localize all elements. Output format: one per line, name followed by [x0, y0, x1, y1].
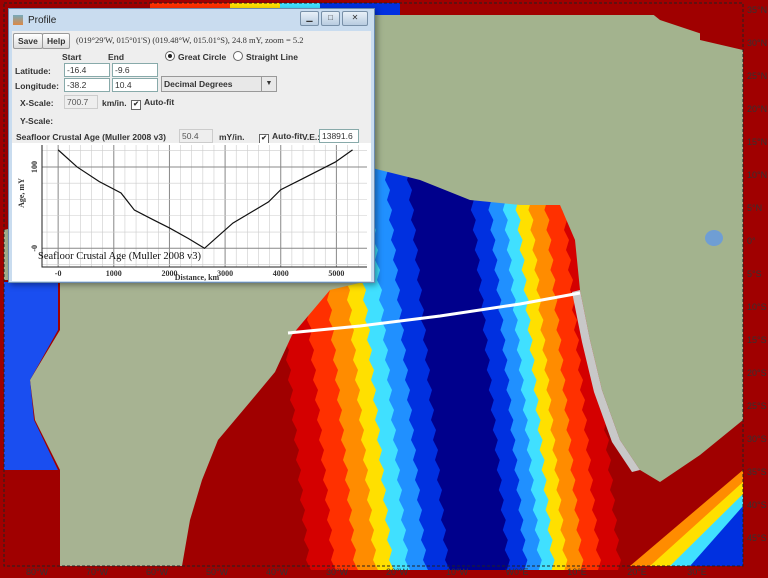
lat-label: 15°S: [747, 335, 767, 345]
lat-start-input[interactable]: -16.4: [64, 63, 110, 77]
lake-victoria: [705, 230, 723, 246]
lat-label: 40°S: [747, 500, 767, 510]
chart-title: Seafloor Crustal Age (Muller 2008 v3): [38, 251, 202, 262]
yscale-unit: mY/in.: [219, 132, 245, 142]
lat-label: 25°S: [747, 401, 767, 411]
end-label: End: [108, 52, 125, 62]
lat-label: 10°N: [747, 170, 768, 180]
lat-label: 5°N: [747, 203, 763, 213]
layer-name: Seafloor Crustal Age (Muller 2008 v3): [16, 132, 166, 142]
south-america-landmass: [4, 190, 372, 566]
lat-label: 0°: [747, 236, 756, 246]
lon-label: 10°W: [445, 567, 469, 577]
lat-label: 35°S: [747, 467, 767, 477]
lon-end-input[interactable]: 10.4: [112, 78, 158, 92]
lat-label: 30°N: [747, 38, 768, 48]
lat-label: 20°N: [747, 104, 768, 114]
lon-label: 30°W: [325, 567, 349, 577]
title-bar[interactable]: Profile ▁ □ ✕: [9, 9, 374, 31]
x-tick-label: 3000: [217, 269, 233, 278]
lat-label: 5°S: [747, 269, 762, 279]
lon-label: 70°W: [85, 567, 109, 577]
profile-series-line: [57, 149, 353, 250]
great-circle-radio[interactable]: Great Circle: [165, 51, 226, 62]
profile-line[interactable]: [287, 291, 581, 335]
y-tick-label: 100: [30, 161, 39, 173]
xscale-label: X-Scale:: [20, 98, 54, 108]
lat-label: 15°N: [747, 137, 768, 147]
lat-label: 10°S: [747, 302, 767, 312]
x-tick-label: 5000: [328, 269, 344, 278]
close-button[interactable]: ✕: [342, 11, 368, 26]
save-button[interactable]: Save: [13, 33, 43, 49]
lat-label: 35°N: [747, 5, 768, 15]
lat-label: 45°S: [747, 533, 767, 543]
window-title: Profile: [28, 14, 57, 26]
profile-chart[interactable]: Seafloor Crustal Age (Muller 2008 v3) Di…: [12, 143, 371, 281]
app-icon: [13, 15, 23, 25]
longitude-label: Longitude:: [15, 81, 59, 91]
y-axis-label: Age, mY: [17, 178, 26, 208]
checkmark-icon: ✔: [131, 100, 141, 110]
chevron-down-icon: ▼: [261, 77, 276, 91]
straight-line-radio[interactable]: Straight Line: [233, 51, 298, 62]
lon-label: W0°E: [505, 567, 529, 577]
maximize-button[interactable]: □: [321, 11, 340, 26]
help-button[interactable]: Help: [42, 33, 71, 49]
radio-selected-icon: [165, 51, 175, 61]
ve-label: V.E.:: [302, 132, 321, 142]
xscale-field[interactable]: 700.7: [64, 95, 98, 109]
age-band: [403, 130, 510, 570]
x-tick-label: 4000: [273, 269, 289, 278]
lon-label: 40°W: [265, 567, 289, 577]
x-autofit-checkbox[interactable]: ✔ Auto-fit: [131, 97, 174, 110]
yscale-field[interactable]: 50.4: [179, 129, 213, 143]
age-band: [690, 506, 743, 566]
lon-start-input[interactable]: -38.2: [64, 78, 110, 92]
profile-window[interactable]: Profile ▁ □ ✕ Save Help (019°29'W, 015°0…: [8, 8, 375, 283]
x-tick-label: 1000: [106, 269, 122, 278]
lon-label: 20°E: [627, 567, 647, 577]
pacific-seafloor: [4, 282, 58, 470]
shelf: [572, 290, 640, 472]
minimize-button[interactable]: ▁: [300, 11, 319, 26]
lon-label: 20°W: [385, 567, 409, 577]
lat-label: 25°N: [747, 71, 768, 81]
lon-label: 10°E: [567, 567, 587, 577]
cursor-status: (019°29'W, 015°01'S) (019.48°W, 015.01°S…: [76, 35, 304, 45]
x-axis-label: Distance, km: [175, 273, 220, 281]
y-tick-label: -0: [30, 245, 39, 252]
x-tick-label: 2000: [161, 269, 177, 278]
lon-label: 60°W: [145, 567, 169, 577]
x-tick-label: -0: [55, 269, 62, 278]
yscale-label: Y-Scale:: [20, 116, 54, 126]
xscale-unit: km/in.: [102, 98, 127, 108]
latitude-label: Latitude:: [15, 66, 51, 76]
lon-label: 50°W: [205, 567, 229, 577]
africa-landmass: [372, 15, 743, 482]
lon-label: 30°E: [687, 567, 707, 577]
mediterranean: [640, 4, 743, 40]
axis: [41, 145, 367, 268]
start-label: Start: [62, 52, 82, 62]
radio-icon: [233, 51, 243, 61]
lat-end-input[interactable]: -9.6: [112, 63, 158, 77]
units-dropdown[interactable]: Decimal Degrees ▼: [161, 76, 277, 92]
lon-label: 80°W: [25, 567, 49, 577]
lat-label: 20°S: [747, 368, 767, 378]
ve-field[interactable]: 13891.6: [319, 129, 359, 143]
lat-label: 30°S: [747, 434, 767, 444]
